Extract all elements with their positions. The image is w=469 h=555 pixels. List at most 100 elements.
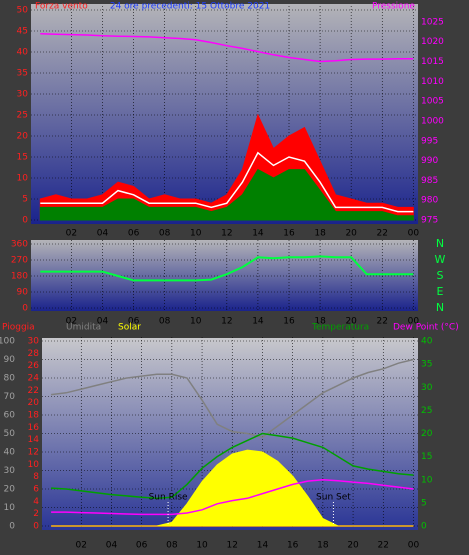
y-tick-label: 5 <box>22 195 28 205</box>
y3-tick-label: 20 <box>28 398 40 408</box>
x-tick-label: 18 <box>314 229 326 239</box>
y-tick-label: 45 <box>17 27 28 37</box>
series-label: Pioggia <box>2 323 35 333</box>
y-tick-label: 270 <box>11 256 28 266</box>
x-tick-label: 06 <box>128 229 140 239</box>
y-tick-label: 360 <box>11 240 28 250</box>
y3-tick-label: 22 <box>28 386 39 396</box>
x-tick-label: 04 <box>106 541 118 551</box>
y-tick-label: 70 <box>4 392 16 402</box>
series-line <box>40 255 414 282</box>
annotation: Sun Rise <box>149 493 188 503</box>
series-label: Temperatura <box>311 323 369 333</box>
series-line <box>51 479 414 516</box>
y2-tick-label: 15 <box>421 452 432 462</box>
y2-tick-label: 0 <box>421 522 427 532</box>
x-tick-label: 02 <box>66 317 77 327</box>
y2-tick-label: 10 <box>421 475 433 485</box>
x-tick-label: 12 <box>221 229 232 239</box>
y-tick-label: 15 <box>17 153 28 163</box>
y3-tick-label: 14 <box>28 435 40 445</box>
y3-tick-label: 16 <box>28 423 40 433</box>
y3-tick-label: 24 <box>28 374 40 384</box>
chart-title: 24 ore precedenti: 15 Ottobre 2021 <box>110 2 270 12</box>
y2-tick-label: N <box>436 301 444 314</box>
y-tick-label: 25 <box>17 111 28 121</box>
series-line <box>40 151 414 213</box>
x-tick-label: 08 <box>159 229 171 239</box>
y2-tick-label: N <box>436 237 444 250</box>
x-tick-label: 14 <box>252 229 264 239</box>
y2-axis-label: Pressione <box>372 2 415 12</box>
y-tick-label: 20 <box>4 485 16 495</box>
series-area <box>51 449 414 527</box>
y-tick-label: 80 <box>4 374 16 384</box>
y2-tick-label: 25 <box>421 406 432 416</box>
y3-tick-label: 28 <box>28 349 40 359</box>
x-tick-label: 22 <box>377 317 388 327</box>
x-tick-label: 16 <box>287 541 299 551</box>
y3-tick-label: 0 <box>33 522 39 532</box>
x-tick-label: 12 <box>221 317 232 327</box>
series-line <box>40 33 414 63</box>
x-tick-label: 20 <box>345 317 357 327</box>
x-tick-label: 08 <box>166 541 178 551</box>
y-tick-label: 30 <box>4 466 16 476</box>
y3-tick-label: 30 <box>28 337 40 347</box>
y2-tick-label: 1015 <box>421 57 444 67</box>
y-tick-label: 60 <box>4 411 16 421</box>
x-tick-label: 06 <box>136 541 148 551</box>
y2-tick-label: 975 <box>421 216 438 226</box>
y3-tick-label: 12 <box>28 448 39 458</box>
series-line <box>51 432 414 500</box>
x-tick-label: 10 <box>196 541 208 551</box>
series-label: Dew Point (°C) <box>393 323 459 333</box>
x-tick-label: 02 <box>66 229 77 239</box>
y2-tick-label: 5 <box>421 498 427 508</box>
x-tick-label: 16 <box>283 229 295 239</box>
x-tick-label: 08 <box>159 317 171 327</box>
y2-tick-label: 1025 <box>421 17 444 27</box>
y2-tick-label: W <box>435 253 446 266</box>
series-label: Umidita <box>66 323 101 333</box>
y-tick-label: 50 <box>4 429 16 439</box>
y-tick-label: 10 <box>17 174 29 184</box>
y3-tick-label: 10 <box>28 460 40 470</box>
y-tick-label: 90 <box>4 355 16 365</box>
x-tick-label: 00 <box>408 541 420 551</box>
y2-tick-label: 40 <box>421 337 433 347</box>
x-tick-label: 18 <box>317 541 329 551</box>
y2-tick-label: S <box>437 269 444 282</box>
y-tick-label: 35 <box>17 69 28 79</box>
y2-tick-label: 30 <box>421 383 433 393</box>
x-tick-label: 16 <box>283 317 295 327</box>
y3-tick-label: 2 <box>33 509 39 519</box>
x-tick-label: 22 <box>378 541 389 551</box>
y3-tick-label: 26 <box>28 361 40 371</box>
y-tick-label: 50 <box>17 6 29 16</box>
y-tick-label: 40 <box>4 448 16 458</box>
y-tick-label: 90 <box>17 288 29 298</box>
x-tick-label: 14 <box>252 317 264 327</box>
y2-tick-label: 980 <box>421 196 438 206</box>
panel-bg <box>31 4 418 224</box>
x-tick-label: 12 <box>227 541 238 551</box>
x-tick-label: 18 <box>314 317 326 327</box>
y3-tick-label: 8 <box>33 472 39 482</box>
y3-tick-label: 18 <box>28 411 40 421</box>
y2-tick-label: 1010 <box>421 77 444 87</box>
y2-tick-label: 1000 <box>421 116 444 126</box>
y3-tick-label: 4 <box>33 497 39 507</box>
y2-tick-label: 35 <box>421 360 432 370</box>
x-tick-label: 20 <box>345 229 357 239</box>
y-tick-label: 0 <box>9 522 15 532</box>
y2-tick-label: 1005 <box>421 97 444 107</box>
x-tick-label: 00 <box>408 229 420 239</box>
y2-tick-label: E <box>437 285 444 298</box>
y-tick-label: 180 <box>11 272 28 282</box>
x-tick-label: 02 <box>76 541 87 551</box>
y-tick-label: 20 <box>17 132 29 142</box>
y-tick-label: 40 <box>17 48 29 58</box>
series-area <box>39 168 414 221</box>
